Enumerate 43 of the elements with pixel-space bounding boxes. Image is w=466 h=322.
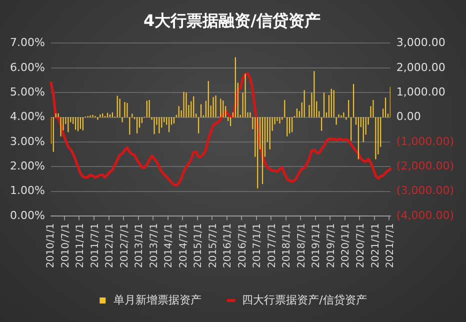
y2-tick-label: 3,000.00: [396, 36, 446, 50]
x-tick-label: 2011/7/1: [90, 223, 101, 268]
y-tick-label: 1.00%: [10, 184, 45, 198]
x-tick-label: 2021/7/1: [385, 223, 396, 268]
x-tick-label: 2019/7/1: [326, 223, 337, 268]
x-tick-label: 2017/1/1: [252, 223, 264, 268]
y-tick-label: 7.00%: [10, 36, 45, 50]
y-tick-label: 2.00%: [10, 160, 45, 173]
x-tick-label: 2011/1/1: [75, 223, 86, 268]
x-tick-label: 2017/7/1: [266, 223, 278, 268]
x-tick-label: 2014/1/1: [164, 223, 175, 268]
y-tick-label: 6.00%: [10, 60, 45, 74]
x-tick-label: 2016/7/1: [237, 223, 248, 268]
y2-tick-label: (2,000.00): [396, 160, 454, 173]
x-tick-label: 2014/7/1: [178, 223, 190, 268]
x-tick-label: 2012/1/1: [104, 223, 116, 268]
y2-tick-label: (1,000.00): [396, 134, 454, 148]
y2-tick-label: (4,000.00): [396, 208, 454, 222]
x-tick-label: 2012/7/1: [119, 223, 130, 268]
x-tick-label: 2021/1/1: [370, 223, 382, 268]
x-tick-label: 2020/7/1: [356, 223, 367, 268]
y2-tick-label: 1,000.00: [396, 85, 446, 98]
x-tick-label: 2018/1/1: [282, 223, 293, 268]
x-tick-label: 2015/1/1: [193, 223, 204, 268]
x-tick-label: 2015/7/1: [208, 223, 219, 268]
y2-tick-label: (3,000.00): [396, 184, 454, 198]
legend-label: 四大行票据资产/信贷资产: [242, 293, 367, 306]
y2-tick-label: 0.00: [396, 110, 421, 124]
y2-tick-label: 2,000.00: [396, 60, 446, 74]
chart-title: 4大行票据融资/信贷资产: [144, 10, 320, 30]
x-tick-label: 2010/1/1: [46, 223, 57, 268]
legend-label: 单月新增票据资产: [114, 293, 202, 306]
x-tick-label: 2020/1/1: [340, 223, 352, 268]
x-tick-label: 2013/1/1: [134, 223, 146, 268]
y-tick-label: 5.00%: [10, 85, 45, 98]
y-tick-label: 4.00%: [10, 110, 45, 124]
x-tick-label: 2013/7/1: [148, 223, 160, 268]
x-tick-label: 2016/1/1: [222, 223, 234, 268]
x-tick-label: 2018/7/1: [296, 223, 308, 268]
y-tick-label: 0.00%: [10, 208, 45, 222]
x-tick-label: 2010/7/1: [60, 223, 72, 268]
x-tick-label: 2019/1/1: [311, 223, 322, 268]
y-tick-label: 3.00%: [10, 134, 45, 148]
